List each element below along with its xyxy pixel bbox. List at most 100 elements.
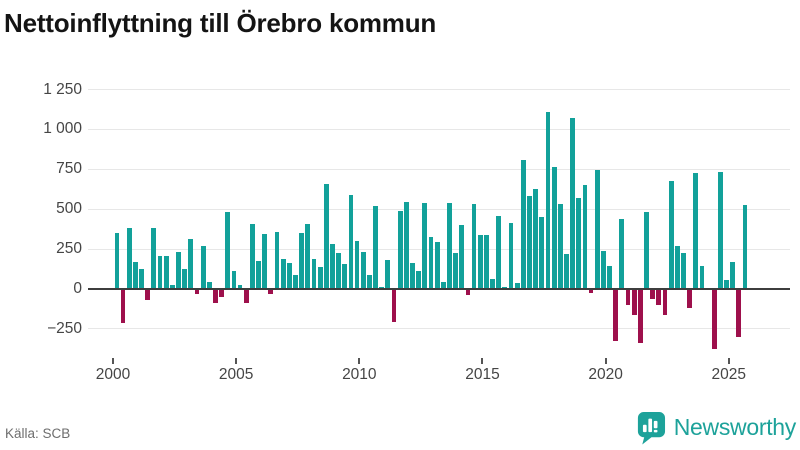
bar-2001Q1 [139,269,144,289]
bar-2004Q1 [213,289,218,303]
bar-2018Q3 [570,118,575,289]
bar-2017Q3 [545,111,551,289]
bar-2007Q4 [305,223,311,289]
gridline--250 [88,328,790,330]
bar-2003Q1 [188,238,194,289]
bar-2000Q4 [132,261,138,289]
bar-2010Q4 [379,286,385,289]
x-axis-label-2015: 2015 [465,366,500,383]
bar-2021Q4 [650,289,656,300]
bar-2004Q3 [225,211,231,289]
bar-2019Q3 [594,170,600,289]
bar-2011Q3 [397,210,403,289]
bar-2014Q3 [471,203,477,289]
bar-2009Q3 [348,194,354,289]
bar-2020Q3 [619,218,625,289]
y-axis-label-1250: 1 250 [43,80,82,98]
bar-2022Q3 [668,181,674,289]
bar-2008Q2 [317,266,323,289]
bar-2025Q1 [730,261,736,289]
bar-2005Q4 [256,261,261,289]
y-axis-label-500: 500 [56,200,82,218]
bar-2011Q4 [403,202,409,289]
bar-2010Q2 [366,274,372,289]
bar-2014Q1 [459,225,465,289]
bar-2005Q1 [237,285,243,289]
bar-2016Q4 [527,195,532,289]
bar-2013Q4 [453,253,458,289]
bar-2019Q4 [600,250,606,289]
bar-2023Q1 [681,253,686,289]
bar-2022Q1 [656,289,662,305]
bar-2002Q1 [163,256,169,289]
bar-2002Q4 [182,269,188,289]
bar-2022Q4 [674,245,680,289]
bar-2025Q3 [742,205,748,289]
y-axis-label-750: 750 [56,160,82,178]
bar-2014Q2 [465,289,471,296]
bar-2001Q3 [151,227,157,289]
bar-2024Q3 [717,172,723,289]
bar-2004Q2 [219,289,224,297]
bar-2012Q1 [410,263,415,289]
bar-2006Q1 [262,233,268,289]
bar-2006Q2 [268,289,274,294]
bar-2012Q2 [416,270,422,289]
gridline-500 [88,208,790,210]
bar-2020Q2 [613,289,619,341]
newsworthy-logo-icon [635,410,666,445]
bar-2024Q2 [711,289,717,349]
bar-2015Q3 [496,216,502,289]
bar-2008Q3 [323,183,329,289]
bar-2018Q4 [576,198,582,289]
page-title: Nettoinflyttning till Örebro kommun [4,8,437,38]
bar-2017Q2 [539,217,545,289]
bar-2012Q3 [422,202,428,289]
newsworthy-brand: Newsworthy [635,409,796,445]
bar-2014Q4 [477,234,483,289]
bar-2007Q3 [299,233,305,289]
bar-2018Q1 [557,204,563,289]
x-axis-label-2025: 2025 [711,366,747,383]
bar-2018Q2 [564,253,569,289]
bar-2023Q3 [693,173,699,289]
bar-2003Q3 [200,245,206,289]
x-axis-tick-2025 [727,358,730,364]
x-axis-label-2010: 2010 [342,366,377,383]
bar-2010Q3 [373,206,378,289]
bar-2008Q4 [330,244,335,289]
bar-2019Q2 [588,289,594,293]
x-axis-label-2000: 2000 [95,366,131,383]
bar-2001Q2 [145,289,151,301]
bar-2005Q3 [249,223,255,289]
bar-2009Q2 [342,264,348,289]
gridline-1000 [88,128,790,130]
bar-2013Q2 [440,281,446,289]
bar-2000Q1 [114,233,120,289]
bar-2004Q4 [231,270,237,289]
x-axis-tick-2020 [604,358,607,364]
bar-2011Q2 [391,289,397,322]
bar-2000Q3 [126,228,132,289]
zero-axis-line [88,288,790,290]
bar-2008Q1 [311,258,317,289]
bar-2007Q2 [293,274,298,289]
source-credit: Källa: SCB [5,426,71,441]
bar-2015Q1 [483,234,489,289]
x-axis-tick-2010 [358,358,361,364]
bar-2007Q1 [286,262,292,289]
x-axis-label-2005: 2005 [218,366,254,383]
newsworthy-wordmark: Newsworthy [673,413,797,440]
bar-2013Q1 [434,241,440,289]
y-axis-label--250: −250 [47,319,82,337]
gridline-1250 [88,89,790,90]
bar-2010Q1 [360,252,366,289]
bar-2006Q3 [274,231,280,289]
y-axis-label-250: 250 [56,240,82,258]
bar-2020Q1 [607,265,612,289]
bar-2000Q2 [120,289,126,324]
bar-2025Q2 [736,289,742,337]
bar-2021Q2 [637,289,643,344]
x-axis-tick-2015 [481,358,484,364]
